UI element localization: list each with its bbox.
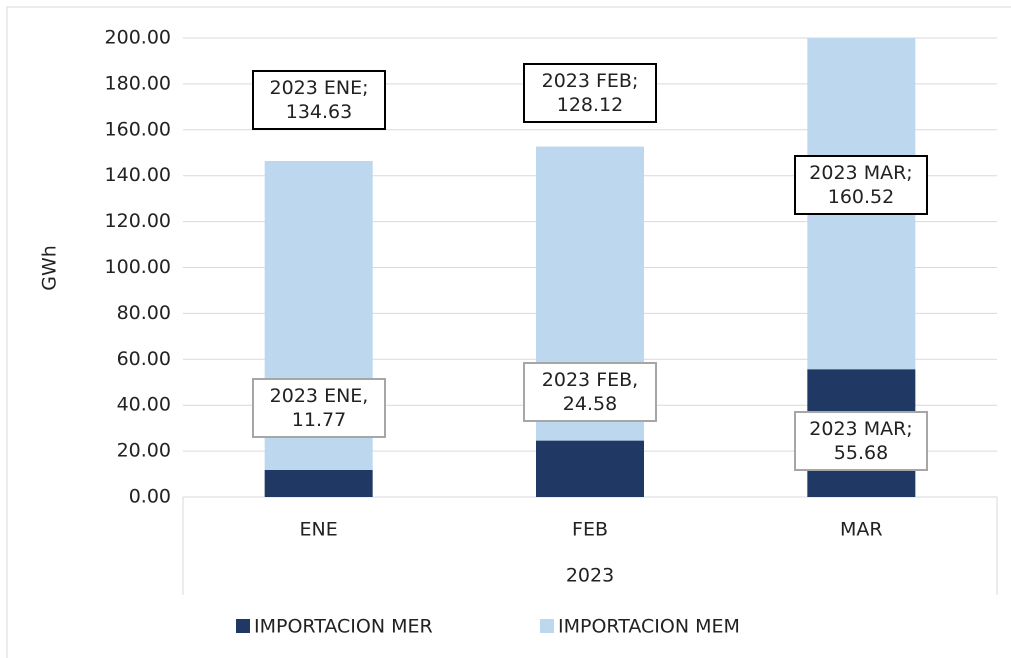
- bar-segment: [264, 469, 373, 497]
- y-tick-label: 0.00: [129, 486, 171, 508]
- y-tick-label: 40.00: [117, 394, 171, 416]
- legend-label: IMPORTACION MEM: [558, 616, 740, 638]
- y-tick-label: 200.00: [105, 27, 171, 49]
- y-tick-label: 60.00: [117, 348, 171, 370]
- x-tick-label: ENE: [300, 519, 338, 541]
- legend-swatch: [540, 619, 554, 633]
- chart-border: [6, 6, 1011, 658]
- y-tick-label: 80.00: [117, 302, 171, 324]
- legend-swatch: [236, 619, 250, 633]
- data-label: 2023 ENE, 11.77: [252, 378, 386, 438]
- data-label: 2023 FEB; 128.12: [523, 63, 657, 123]
- legend-label: IMPORTACION MER: [254, 616, 433, 638]
- y-tick-label: 120.00: [105, 210, 171, 232]
- data-label: 2023 MAR; 160.52: [794, 155, 928, 215]
- bar-segment: [536, 440, 644, 497]
- data-label: 2023 FEB, 24.58: [523, 362, 657, 422]
- x-tick-label: MAR: [840, 519, 883, 541]
- x-tick-label: FEB: [572, 519, 608, 541]
- y-tick-label: 140.00: [105, 164, 171, 186]
- y-tick-label: 180.00: [105, 72, 171, 94]
- y-tick-label: 100.00: [105, 256, 171, 278]
- y-tick-label: 160.00: [105, 118, 171, 140]
- group-label: 2023: [566, 565, 614, 587]
- y-axis-label: GWh: [39, 245, 61, 291]
- y-tick-label: 20.00: [117, 440, 171, 462]
- data-label: 2023 ENE; 134.63: [252, 70, 386, 130]
- data-label: 2023 MAR; 55.68: [794, 411, 928, 471]
